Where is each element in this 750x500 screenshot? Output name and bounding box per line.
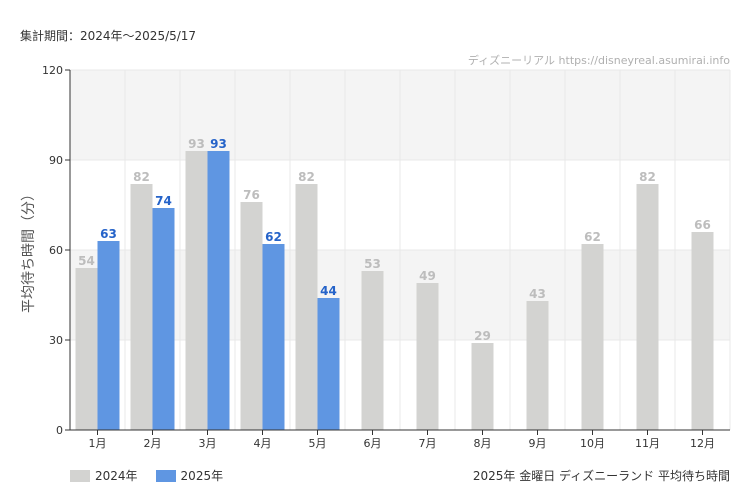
x-tick-label: 11月 [635, 437, 660, 450]
x-tick-label: 9月 [529, 437, 547, 450]
axes: 0 30 60 90 120 1月 2月 3月 4月 5月 6月 7月 8月 9月 10月 11月 12月 [42, 64, 730, 450]
bar-2024[interactable] [240, 202, 263, 430]
y-axis-label: 平均待ち時間（分） [21, 187, 37, 313]
legend-item-2024[interactable]: 2024年 [70, 467, 138, 484]
bar-2024[interactable] [75, 268, 98, 430]
bar-2025[interactable] [262, 244, 285, 430]
data-label-2024: 29 [474, 329, 491, 343]
data-label-2024: 76 [243, 188, 260, 202]
chart-subtitle: 2025年 金曜日 ディズニーランド 平均待ち時間 [472, 469, 730, 483]
y-tick-label: 120 [42, 64, 63, 77]
bar-2024[interactable] [130, 184, 153, 430]
legend-item-2025[interactable]: 2025年 [155, 467, 224, 484]
data-label-2025: 63 [100, 227, 117, 241]
x-tick-label: 3月 [199, 437, 217, 450]
bar-2025[interactable] [317, 298, 340, 430]
bar-2024[interactable] [581, 244, 604, 430]
aggregation-period: 集計期間：2024年～2025/5/17 [20, 29, 197, 43]
x-tick-label: 8月 [474, 437, 492, 450]
data-label-2025: 44 [320, 284, 337, 298]
legend-label-2024: 2024年 [95, 469, 138, 483]
data-label-2024: 82 [133, 170, 150, 184]
data-label-2024: 54 [78, 254, 95, 268]
data-label-2025: 74 [155, 194, 172, 208]
source-credit: ディズニーリアル https://disneyreal.asumirai.inf… [467, 54, 730, 67]
bar-2024[interactable] [691, 232, 714, 430]
bar-2025[interactable] [152, 208, 175, 430]
bar-2025[interactable] [207, 151, 230, 430]
data-label-2025: 93 [210, 137, 227, 151]
x-tick-label: 10月 [580, 437, 605, 450]
data-label-2024: 66 [694, 218, 711, 232]
value-labels: 54 63 82 74 93 93 76 62 82 44 53 49 29 43 62 82 66 [78, 137, 711, 343]
bar-2024[interactable] [526, 301, 549, 430]
data-label-2024: 82 [298, 170, 315, 184]
x-tick-label: 12月 [690, 437, 715, 450]
data-label-2024: 62 [584, 230, 601, 244]
y-tick-label: 90 [49, 154, 63, 167]
bar-2024[interactable] [185, 151, 208, 430]
y-tick-label: 0 [56, 424, 63, 437]
legend-swatch-2025 [155, 469, 176, 482]
x-tick-label: 1月 [89, 437, 107, 450]
y-tick-label: 30 [49, 334, 63, 347]
legend-swatch-2024 [70, 469, 90, 482]
legend: 2024年 2025年 [70, 467, 241, 484]
bar-2024[interactable] [636, 184, 659, 430]
x-tick-label: 2月 [144, 437, 162, 450]
data-label-2024: 49 [419, 269, 436, 283]
x-tick-label: 7月 [419, 437, 437, 450]
data-label-2024: 93 [188, 137, 205, 151]
bar-2024[interactable] [471, 343, 494, 430]
data-label-2024: 82 [639, 170, 656, 184]
x-tick-label: 5月 [309, 437, 327, 450]
bar-2025[interactable] [97, 241, 120, 430]
bar-2024[interactable] [361, 271, 384, 430]
bars [75, 151, 714, 430]
bar-2024[interactable] [416, 283, 439, 430]
x-tick-label: 4月 [254, 437, 272, 450]
data-label-2024: 53 [364, 257, 381, 271]
data-label-2025: 62 [265, 230, 282, 244]
y-tick-label: 60 [49, 244, 63, 257]
data-label-2024: 43 [529, 287, 546, 301]
x-tick-label: 6月 [364, 437, 382, 450]
bar-2024[interactable] [295, 184, 318, 430]
legend-label-2025: 2025年 [180, 469, 224, 483]
